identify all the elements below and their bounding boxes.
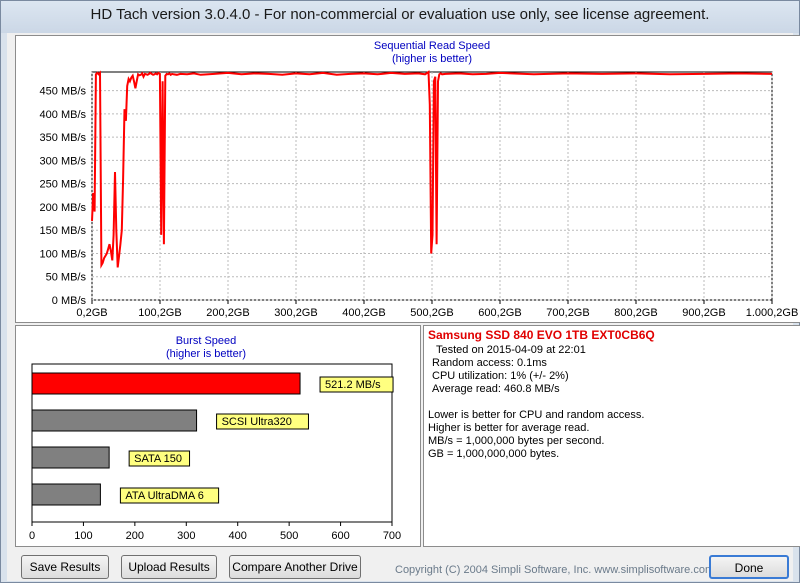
x-tick-label: 800,2GB xyxy=(614,307,657,319)
note-gb: GB = 1,000,000,000 bytes. xyxy=(428,448,560,460)
window-title: HD Tach version 3.0.4.0 - For non-commer… xyxy=(90,6,710,23)
burst-speed-panel: Burst Speed (higher is better) 0 100 200 300 4… xyxy=(15,325,421,547)
y-tick-label: 300 MB/s xyxy=(40,155,87,167)
x-tick-label: 300,2GB xyxy=(274,307,317,319)
burst-bar xyxy=(31,372,301,395)
burst-x-tick-label: 700 xyxy=(383,530,401,542)
x-tick-label: 0,2GB xyxy=(76,307,107,319)
burst-x-tick-label: 100 xyxy=(74,530,92,542)
burst-label-box xyxy=(119,487,220,504)
y-tick-label: 150 MB/s xyxy=(40,225,87,237)
burst-bar xyxy=(31,446,110,469)
burst-subtitle: (higher is better) xyxy=(166,348,246,360)
burst-x-tick-label: 200 xyxy=(126,530,144,542)
sequential-read-chart: Sequential Read Speed(higher is better) 0… xyxy=(40,40,799,319)
burst-bar-label: ATA UltraDMA 6 xyxy=(125,490,203,502)
burst-bar xyxy=(31,409,198,432)
burst-label-box xyxy=(216,413,309,430)
y-tick-label: 50 MB/s xyxy=(46,272,87,284)
burst-x-tick-label: 600 xyxy=(331,530,349,542)
upload-results-button[interactable]: Upload Results xyxy=(121,555,217,579)
note-mbs: MB/s = 1,000,000 bytes per second. xyxy=(428,435,605,447)
burst-x-tick-label: 500 xyxy=(280,530,298,542)
save-results-button[interactable]: Save Results xyxy=(21,555,109,579)
sequential-read-panel: Sequential Read Speed (higher is better) 0… xyxy=(15,35,800,323)
read-speed-line xyxy=(91,70,773,269)
y-tick-label: 400 MB/s xyxy=(40,109,87,121)
burst-label-box xyxy=(128,450,191,467)
burst-bar-label: 521.2 MB/s xyxy=(325,379,381,391)
y-tick-label: 0 MB/s xyxy=(52,295,87,307)
y-tick-label: 200 MB/s xyxy=(40,202,87,214)
x-tick-label: 600,2GB xyxy=(478,307,521,319)
title-bar: HD Tach version 3.0.4.0 - For non-commer… xyxy=(1,1,799,33)
done-button[interactable]: Done xyxy=(709,555,789,579)
test-date: Tested on 2015-04-09 at 22:01 xyxy=(436,344,586,356)
x-tick-label: 900,2GB xyxy=(682,307,725,319)
y-tick-label: 100 MB/s xyxy=(40,248,87,260)
drive-name: Samsung SSD 840 EVO 1TB EXT0CB6Q xyxy=(428,328,655,342)
x-tick-label: 700,2GB xyxy=(546,307,589,319)
x-tick-label: 200,2GB xyxy=(206,307,249,319)
burst-x-tick-label: 300 xyxy=(177,530,195,542)
x-tick-label: 500,2GB xyxy=(410,307,453,319)
burst-label-box xyxy=(319,376,394,393)
y-tick-label: 450 MB/s xyxy=(40,86,87,98)
copyright-text: Copyright (C) 2004 Simpli Software, Inc.… xyxy=(395,564,715,576)
x-tick-label: 400,2GB xyxy=(342,307,385,319)
burst-speed-chart: Burst Speed(higher is better) 0 100 200 300 4… xyxy=(29,335,401,542)
x-tick-label: 1.000,2GB xyxy=(746,307,799,319)
chart-title: Sequential Read Speed xyxy=(374,40,490,52)
burst-bar xyxy=(31,483,101,506)
client-area: Sequential Read Speed (higher is better) 0… xyxy=(7,33,800,581)
burst-title: Burst Speed xyxy=(176,335,237,347)
cpu-utilization: CPU utilization: 1% (+/- 2%) xyxy=(432,370,569,382)
burst-x-tick-label: 0 xyxy=(29,530,35,542)
burst-bar-label: SCSI Ultra320 xyxy=(222,416,292,428)
compare-another-drive-button[interactable]: Compare Another Drive xyxy=(229,555,361,579)
y-tick-label: 250 MB/s xyxy=(40,179,87,191)
burst-x-tick-label: 400 xyxy=(229,530,247,542)
y-tick-label: 350 MB/s xyxy=(40,132,87,144)
average-read: Average read: 460.8 MB/s xyxy=(432,383,560,395)
burst-bar-label: SATA 150 xyxy=(134,453,182,465)
drive-info-panel: Samsung SSD 840 EVO 1TB EXT0CB6Q Tested … xyxy=(423,325,800,547)
note-read: Higher is better for average read. xyxy=(428,422,590,434)
random-access: Random access: 0.1ms xyxy=(432,357,547,369)
x-tick-label: 100,2GB xyxy=(138,307,181,319)
note-cpu: Lower is better for CPU and random acces… xyxy=(428,409,645,421)
chart-subtitle: (higher is better) xyxy=(392,53,472,65)
